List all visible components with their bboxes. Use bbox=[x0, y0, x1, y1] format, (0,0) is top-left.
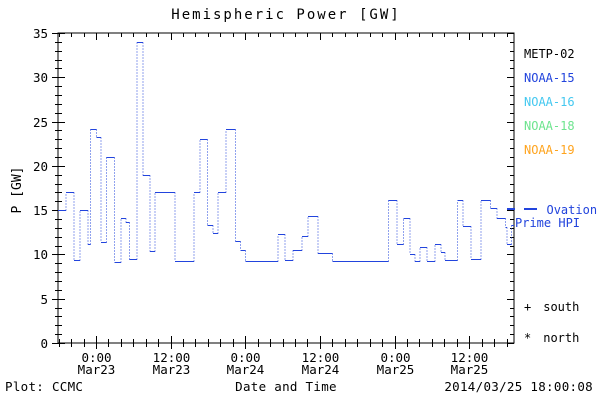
x-tick-date-label: Mar23 bbox=[153, 362, 191, 377]
legend-item-noaa-18: NOAA-18 bbox=[524, 119, 575, 133]
y-tick-label: 10 bbox=[33, 247, 48, 262]
x-tick-date-label: Mar25 bbox=[451, 362, 489, 377]
y-tick-label: 15 bbox=[33, 203, 48, 218]
ovation-legend-line1: Ovation bbox=[507, 204, 597, 217]
x-tick-date-label: Mar24 bbox=[227, 362, 265, 377]
ovation-dash-icon bbox=[507, 208, 515, 210]
ovation-legend-line2: Prime HPI bbox=[515, 216, 581, 230]
legend-item-noaa-16: NOAA-16 bbox=[524, 95, 575, 109]
legend-item-metp-02: METP-02 bbox=[524, 47, 575, 61]
y-tick-label: 5 bbox=[40, 292, 48, 307]
x-tick-time-label: 12:00 bbox=[451, 350, 489, 365]
hpi-data-line-vertical bbox=[65, 42, 512, 263]
y-tick-label: 20 bbox=[33, 159, 48, 174]
chart-title: Hemispheric Power [GW] bbox=[171, 7, 401, 23]
legend-item-noaa-19: NOAA-19 bbox=[524, 143, 575, 157]
x-tick-time-label: 0:00 bbox=[81, 350, 111, 365]
plot-credit: Plot: CCMC bbox=[5, 379, 84, 394]
ovation-label: Ovation bbox=[546, 203, 598, 217]
x-tick-time-label: 0:00 bbox=[380, 350, 410, 365]
x-tick-date-label: Mar23 bbox=[78, 362, 116, 377]
y-tick-label: 30 bbox=[33, 70, 48, 85]
x-tick-time-label: 12:00 bbox=[302, 350, 340, 365]
ovation-legend: Ovation Prime HPI bbox=[507, 204, 597, 230]
ovation-dash-icon bbox=[524, 208, 538, 210]
y-tick-label: 0 bbox=[40, 336, 48, 351]
y-tick-label: 25 bbox=[33, 115, 48, 130]
x-axis-label: Date and Time bbox=[235, 379, 337, 394]
north-marker-key: * north bbox=[524, 331, 579, 345]
x-tick-time-label: 12:00 bbox=[153, 350, 191, 365]
hpi-data-line-horizontal bbox=[58, 41, 514, 264]
plus-marker-icon: + bbox=[524, 300, 532, 314]
x-tick-date-label: Mar24 bbox=[302, 362, 340, 377]
satellite-legend: METP-02 NOAA-15 NOAA-16 NOAA-18 NOAA-19 bbox=[524, 42, 575, 162]
x-tick-date-label: Mar25 bbox=[377, 362, 415, 377]
x-tick-time-label: 0:00 bbox=[230, 350, 260, 365]
north-label: north bbox=[543, 331, 580, 345]
plot-frame bbox=[57, 32, 515, 344]
south-marker-key: + south bbox=[524, 300, 579, 314]
south-label: south bbox=[543, 300, 580, 314]
asterisk-marker-icon: * bbox=[524, 331, 532, 345]
plot-timestamp: 2014/03/25 18:00:08 bbox=[444, 379, 593, 394]
y-tick-label: 35 bbox=[33, 26, 48, 41]
legend-item-noaa-15: NOAA-15 bbox=[524, 71, 575, 85]
